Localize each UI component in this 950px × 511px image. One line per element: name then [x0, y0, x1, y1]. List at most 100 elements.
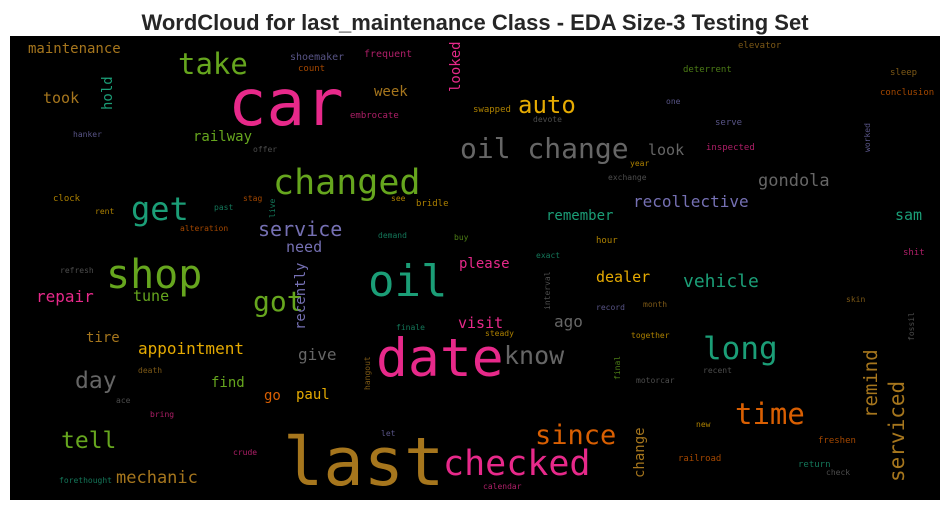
word: final [613, 356, 622, 380]
word: tire [86, 330, 120, 346]
word: changed [273, 163, 421, 203]
word: gondola [758, 171, 830, 191]
word: maintenance [28, 41, 121, 57]
word: dealer [596, 268, 650, 286]
word: hangout [363, 356, 372, 390]
word: finale [396, 323, 425, 332]
word: clock [53, 194, 81, 204]
word: got [253, 285, 304, 318]
word: railway [193, 129, 252, 145]
word: give [298, 345, 337, 364]
word: serve [715, 118, 742, 128]
word: frequent [364, 49, 412, 60]
word: repair [36, 287, 94, 306]
word: take [178, 47, 248, 81]
word: oil change [460, 132, 629, 165]
word: bridle [416, 199, 449, 209]
word: recently [293, 263, 309, 330]
word: interval [543, 271, 552, 310]
word: stag [243, 194, 262, 203]
word: skin [846, 295, 865, 304]
word: let [381, 429, 396, 438]
word: mechanic [116, 468, 198, 488]
word: deterrent [683, 65, 732, 75]
word: forethought [59, 476, 112, 485]
word: calendar [483, 482, 522, 491]
word: get [131, 190, 189, 228]
word: check [826, 468, 850, 477]
word: exchange [608, 173, 647, 182]
word: ago [554, 312, 583, 331]
word: crude [233, 448, 257, 457]
word: rent [95, 207, 114, 216]
word: devote [533, 115, 562, 124]
word: ace [116, 396, 131, 405]
word: day [75, 368, 117, 394]
word: alteration [180, 224, 228, 233]
word: took [43, 89, 79, 107]
word: together [631, 331, 670, 340]
word: shop [106, 252, 202, 298]
word: tell [61, 428, 116, 454]
cloud-background [10, 36, 940, 500]
word: steady [485, 329, 514, 338]
word: checked [443, 444, 591, 484]
word: past [214, 203, 233, 212]
word: appointment [138, 339, 244, 358]
word: offer [253, 145, 277, 154]
word: remember [546, 208, 613, 224]
word: need [286, 238, 322, 256]
word: know [504, 341, 565, 370]
word: vehicle [683, 271, 759, 292]
word: freshen [818, 436, 856, 446]
chart-title: WordCloud for last_maintenance Class - E… [141, 10, 809, 35]
word: serviced [885, 381, 909, 482]
word: date [376, 328, 504, 389]
word: inspected [706, 143, 755, 153]
word: long [703, 331, 778, 367]
word: hour [596, 236, 618, 246]
word: service [258, 217, 342, 241]
word: since [535, 420, 616, 451]
word: remind [860, 349, 882, 418]
word: demand [378, 231, 407, 240]
word: motorcar [636, 376, 675, 385]
word: shoemaker [290, 52, 344, 63]
word: sleep [890, 68, 917, 78]
word: month [643, 300, 667, 309]
word: oil [368, 256, 447, 307]
word: find [211, 375, 245, 391]
word: elevator [738, 41, 782, 51]
word: buy [454, 233, 469, 242]
word: one [666, 97, 681, 106]
word: change [632, 427, 648, 478]
word: worked [863, 123, 872, 152]
word: swapped [473, 105, 511, 115]
word: railroad [678, 454, 721, 464]
word: new [696, 420, 711, 429]
word: week [374, 84, 408, 100]
word: tune [133, 287, 169, 305]
word: count [298, 64, 325, 74]
word: visit [458, 314, 503, 332]
word: look [648, 141, 684, 159]
word: looked [448, 41, 464, 92]
word: bring [150, 410, 174, 419]
word: fossil [907, 312, 916, 341]
word: last [283, 423, 444, 501]
word: embrocate [350, 111, 399, 121]
word: recent [703, 366, 732, 375]
word: recollective [633, 192, 749, 211]
word: please [459, 256, 510, 272]
word: time [735, 397, 805, 431]
word: live [268, 199, 277, 218]
word: auto [518, 91, 576, 119]
word: death [138, 366, 162, 375]
word: paul [296, 387, 330, 403]
word: hold [100, 76, 116, 110]
word: year [630, 159, 649, 168]
word: hanker [73, 130, 102, 139]
word: sam [895, 206, 922, 224]
word: refresh [60, 266, 94, 275]
